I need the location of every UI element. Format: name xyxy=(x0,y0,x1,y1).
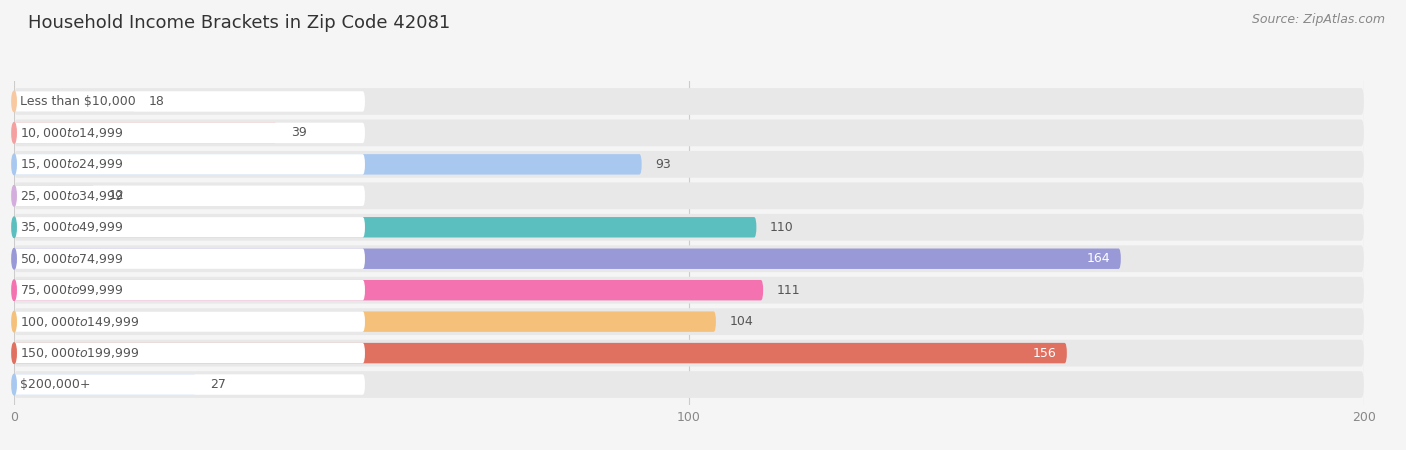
Circle shape xyxy=(11,123,17,143)
FancyBboxPatch shape xyxy=(14,311,366,332)
Circle shape xyxy=(11,280,17,301)
FancyBboxPatch shape xyxy=(14,374,197,395)
Circle shape xyxy=(11,185,17,206)
Text: $200,000+: $200,000+ xyxy=(20,378,90,391)
FancyBboxPatch shape xyxy=(14,151,1364,178)
Text: 110: 110 xyxy=(770,221,793,234)
Text: Household Income Brackets in Zip Code 42081: Household Income Brackets in Zip Code 42… xyxy=(28,14,450,32)
FancyBboxPatch shape xyxy=(14,280,366,301)
FancyBboxPatch shape xyxy=(14,343,366,363)
Text: 104: 104 xyxy=(730,315,754,328)
Text: 93: 93 xyxy=(655,158,671,171)
FancyBboxPatch shape xyxy=(14,123,277,143)
FancyBboxPatch shape xyxy=(14,311,716,332)
Text: 12: 12 xyxy=(108,189,124,202)
Text: $25,000 to $34,999: $25,000 to $34,999 xyxy=(20,189,124,203)
Circle shape xyxy=(11,311,17,332)
Text: 164: 164 xyxy=(1087,252,1111,265)
FancyBboxPatch shape xyxy=(14,248,366,269)
Text: $75,000 to $99,999: $75,000 to $99,999 xyxy=(20,283,124,297)
Circle shape xyxy=(11,154,17,175)
FancyBboxPatch shape xyxy=(14,91,135,112)
Text: 18: 18 xyxy=(149,95,165,108)
FancyBboxPatch shape xyxy=(14,182,1364,209)
Circle shape xyxy=(11,248,17,269)
FancyBboxPatch shape xyxy=(14,280,763,301)
FancyBboxPatch shape xyxy=(14,154,366,175)
FancyBboxPatch shape xyxy=(14,308,1364,335)
Text: $50,000 to $74,999: $50,000 to $74,999 xyxy=(20,252,124,266)
Text: $35,000 to $49,999: $35,000 to $49,999 xyxy=(20,220,124,234)
FancyBboxPatch shape xyxy=(14,123,366,143)
FancyBboxPatch shape xyxy=(14,340,1364,366)
FancyBboxPatch shape xyxy=(14,245,1364,272)
Circle shape xyxy=(11,343,17,363)
Text: 39: 39 xyxy=(291,126,307,140)
Text: 156: 156 xyxy=(1033,346,1057,360)
FancyBboxPatch shape xyxy=(14,88,1364,115)
FancyBboxPatch shape xyxy=(14,185,366,206)
Text: $15,000 to $24,999: $15,000 to $24,999 xyxy=(20,158,124,171)
Text: $100,000 to $149,999: $100,000 to $149,999 xyxy=(20,315,139,328)
FancyBboxPatch shape xyxy=(14,91,366,112)
FancyBboxPatch shape xyxy=(14,248,1121,269)
Circle shape xyxy=(11,217,17,238)
FancyBboxPatch shape xyxy=(14,185,96,206)
FancyBboxPatch shape xyxy=(14,217,756,238)
FancyBboxPatch shape xyxy=(14,343,1067,363)
FancyBboxPatch shape xyxy=(14,154,641,175)
Circle shape xyxy=(11,374,17,395)
FancyBboxPatch shape xyxy=(14,371,1364,398)
Text: $10,000 to $14,999: $10,000 to $14,999 xyxy=(20,126,124,140)
FancyBboxPatch shape xyxy=(14,374,366,395)
Text: $150,000 to $199,999: $150,000 to $199,999 xyxy=(20,346,139,360)
Text: 111: 111 xyxy=(776,284,800,297)
Circle shape xyxy=(11,91,17,112)
FancyBboxPatch shape xyxy=(14,217,366,238)
Text: Less than $10,000: Less than $10,000 xyxy=(20,95,136,108)
FancyBboxPatch shape xyxy=(14,120,1364,146)
Text: Source: ZipAtlas.com: Source: ZipAtlas.com xyxy=(1251,14,1385,27)
FancyBboxPatch shape xyxy=(14,214,1364,241)
FancyBboxPatch shape xyxy=(14,277,1364,304)
Text: 27: 27 xyxy=(209,378,225,391)
